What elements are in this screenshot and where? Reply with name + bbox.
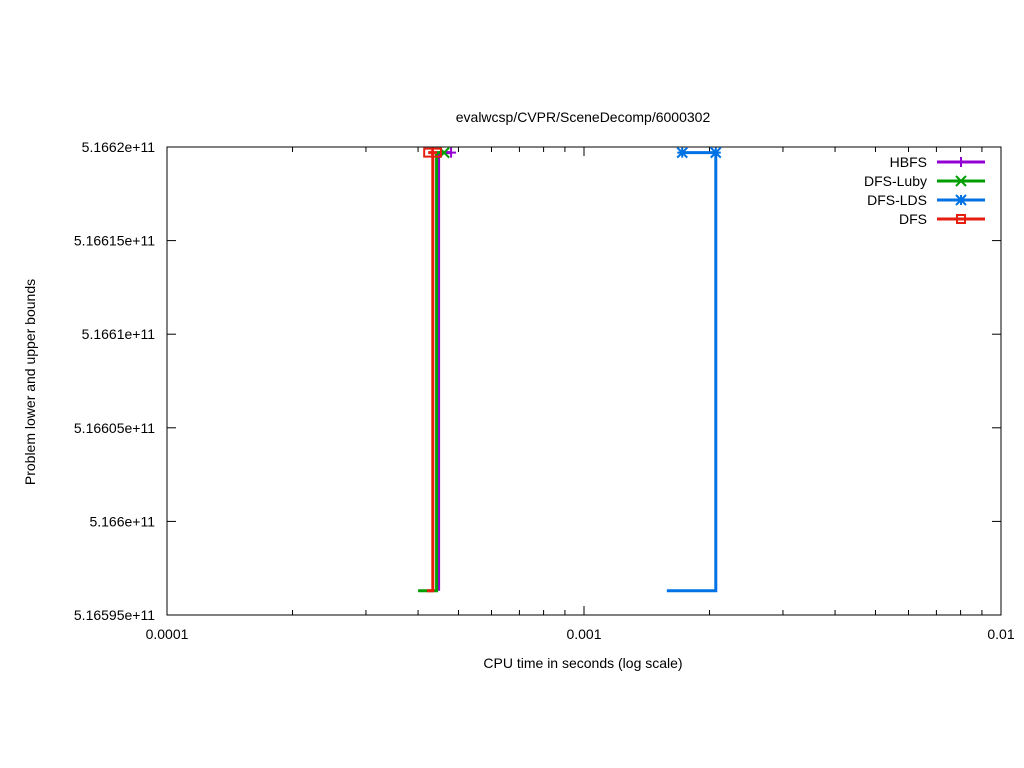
legend: HBFS DFS-Luby DFS-LDS DFS — [864, 154, 985, 227]
legend-item: DFS — [899, 211, 985, 227]
series-dfs — [423, 147, 442, 593]
series-hbfs — [437, 147, 457, 591]
legend-item: DFS-Luby — [864, 173, 985, 189]
legend-marker — [956, 214, 966, 224]
y-tick-label: 5.16615e+11 — [74, 233, 155, 249]
data-point — [676, 146, 688, 159]
legend-label: DFS — [899, 211, 927, 227]
data-point — [446, 147, 457, 158]
data-point — [710, 146, 722, 159]
legend-label: HBFS — [890, 154, 927, 170]
legend-marker — [956, 157, 966, 167]
plot-frame — [166, 146, 1002, 616]
legend-marker — [955, 175, 967, 187]
series-lower-bound-line — [418, 152, 439, 593]
chart-title: evalwcsp/CVPR/SceneDecomp/6000302 — [456, 109, 711, 125]
x-tick-label: 0.0001 — [146, 626, 189, 642]
legend-label: DFS-LDS — [867, 192, 927, 208]
x-axis-label: CPU time in seconds (log scale) — [483, 655, 682, 671]
y-tick-label: 5.1661e+11 — [82, 326, 156, 342]
series-lower-bound-line — [666, 152, 718, 593]
legend-item: HBFS — [890, 154, 985, 170]
legend-label: DFS-Luby — [864, 173, 927, 189]
series-layer — [418, 146, 722, 593]
y-tick-label: 5.1662e+11 — [82, 139, 156, 155]
axes: 5.16595e+11 5.166e+11 5.16605e+11 5.1661e+1… — [74, 139, 1015, 642]
y-tick-label: 5.16605e+11 — [74, 420, 155, 436]
y-tick-label: 5.16595e+11 — [74, 607, 155, 623]
x-tick-label: 0.01 — [987, 626, 1014, 642]
data-point — [431, 147, 442, 158]
legend-item: DFS-LDS — [867, 192, 985, 208]
series-lower-bound-line — [426, 152, 435, 593]
y-tick-label: 5.166e+11 — [89, 513, 155, 529]
series-dfs-lds — [666, 146, 722, 593]
y-axis-label: Problem lower and upper bounds — [22, 279, 38, 485]
x-tick-label: 0.001 — [566, 626, 601, 642]
legend-marker — [955, 194, 967, 206]
